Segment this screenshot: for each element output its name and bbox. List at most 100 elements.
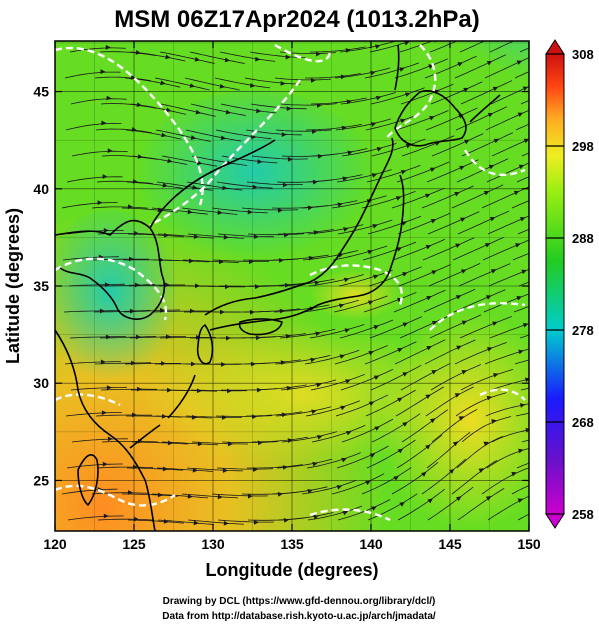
streamline	[371, 413, 421, 443]
streamline	[95, 414, 152, 417]
streamline-arrow	[458, 416, 465, 421]
streamline	[61, 202, 118, 209]
streamline-arrow	[460, 269, 467, 274]
streamline-arrow	[130, 360, 136, 366]
streamline-arrow	[404, 41, 410, 46]
streamline	[401, 409, 449, 443]
streamline-arrow	[311, 409, 317, 415]
streamline	[307, 505, 363, 521]
streamline-arrow	[343, 277, 350, 283]
streamline	[129, 51, 186, 62]
streamline	[516, 176, 529, 183]
streamline	[369, 41, 412, 53]
streamline	[216, 181, 273, 189]
streamline	[425, 107, 478, 131]
streamline-arrow	[105, 44, 111, 50]
streamline	[271, 486, 328, 495]
streamline	[131, 155, 188, 165]
streamline-arrow	[167, 440, 173, 446]
streamline-arrow	[374, 44, 381, 50]
streamline	[244, 77, 301, 85]
streamline	[306, 174, 363, 183]
streamline-arrow	[217, 210, 223, 215]
coastline-korea-china	[55, 219, 166, 320]
streamline-arrow	[462, 36, 468, 40]
streamline-arrow	[400, 170, 407, 175]
coastline-korea-east	[149, 139, 276, 229]
isotherm-line	[55, 257, 168, 321]
streamline-arrow	[336, 485, 343, 490]
streamline	[186, 181, 243, 191]
coastline-china	[55, 329, 156, 531]
streamline	[304, 349, 360, 365]
streamline	[129, 336, 186, 339]
streamline	[340, 92, 396, 105]
streamline	[151, 207, 208, 215]
streamline-arrow	[188, 258, 194, 264]
streamline	[93, 309, 151, 313]
streamline-arrow	[160, 80, 166, 86]
streamline	[100, 388, 157, 391]
x-tick-label: 130	[201, 536, 225, 552]
streamline-arrow	[485, 496, 492, 501]
streamline-arrow	[452, 441, 459, 447]
streamline-arrow	[224, 57, 231, 63]
streamline-arrow	[375, 95, 382, 101]
streamline	[456, 436, 504, 469]
streamline-arrow	[511, 471, 517, 477]
streamline	[431, 408, 478, 443]
streamline	[398, 264, 451, 287]
coastline-ryukyu	[129, 374, 196, 449]
streamline-arrow	[457, 62, 463, 67]
streamline	[277, 512, 334, 521]
streamline	[99, 336, 157, 339]
streamline	[187, 233, 244, 239]
streamline	[220, 103, 277, 114]
streamline-arrow	[396, 247, 403, 252]
streamline	[247, 233, 305, 236]
streamline	[161, 441, 218, 446]
streamline-arrow	[402, 272, 408, 277]
streamline-arrow	[282, 182, 288, 188]
streamline-arrow	[518, 448, 524, 454]
streamline	[431, 133, 484, 157]
streamline	[64, 71, 121, 79]
streamline-arrow	[455, 243, 461, 249]
streamline-arrow	[371, 173, 378, 178]
streamline	[182, 259, 239, 263]
streamline-arrow	[313, 514, 319, 520]
streamline	[484, 57, 529, 79]
streamline-arrow	[129, 308, 135, 314]
streamline-arrow	[491, 419, 497, 424]
streamline-arrow	[106, 95, 112, 101]
streamline-arrow	[280, 81, 286, 86]
streamline	[339, 41, 396, 53]
y-tick-label: 45	[33, 84, 49, 100]
streamline-arrow	[193, 234, 199, 240]
y-tick-label: 25	[33, 472, 49, 488]
streamline	[331, 473, 385, 495]
streamline-arrow	[187, 493, 193, 499]
streamline-arrow	[517, 498, 524, 503]
streamline	[425, 386, 474, 417]
colorbar-tick-label: 308	[572, 47, 594, 62]
map-axes: 120 125 130 135 140 145 150 25 30 35 40 45	[33, 41, 541, 552]
streamline	[249, 333, 306, 339]
streamline-arrow	[454, 393, 461, 398]
streamline	[127, 519, 184, 524]
streamline	[338, 269, 393, 287]
streamline-arrow	[431, 370, 437, 375]
streamline	[391, 461, 439, 495]
streamline	[66, 463, 123, 469]
streamline	[305, 73, 361, 79]
streamline	[217, 233, 274, 238]
isotherm-line	[149, 79, 301, 227]
streamline-arrow	[316, 382, 322, 388]
streamline	[244, 359, 301, 365]
streamline-arrow	[249, 83, 256, 88]
streamline	[211, 493, 268, 497]
streamline	[394, 58, 448, 79]
streamline	[94, 76, 151, 81]
streamline-arrow	[106, 385, 112, 391]
streamline	[341, 143, 397, 157]
